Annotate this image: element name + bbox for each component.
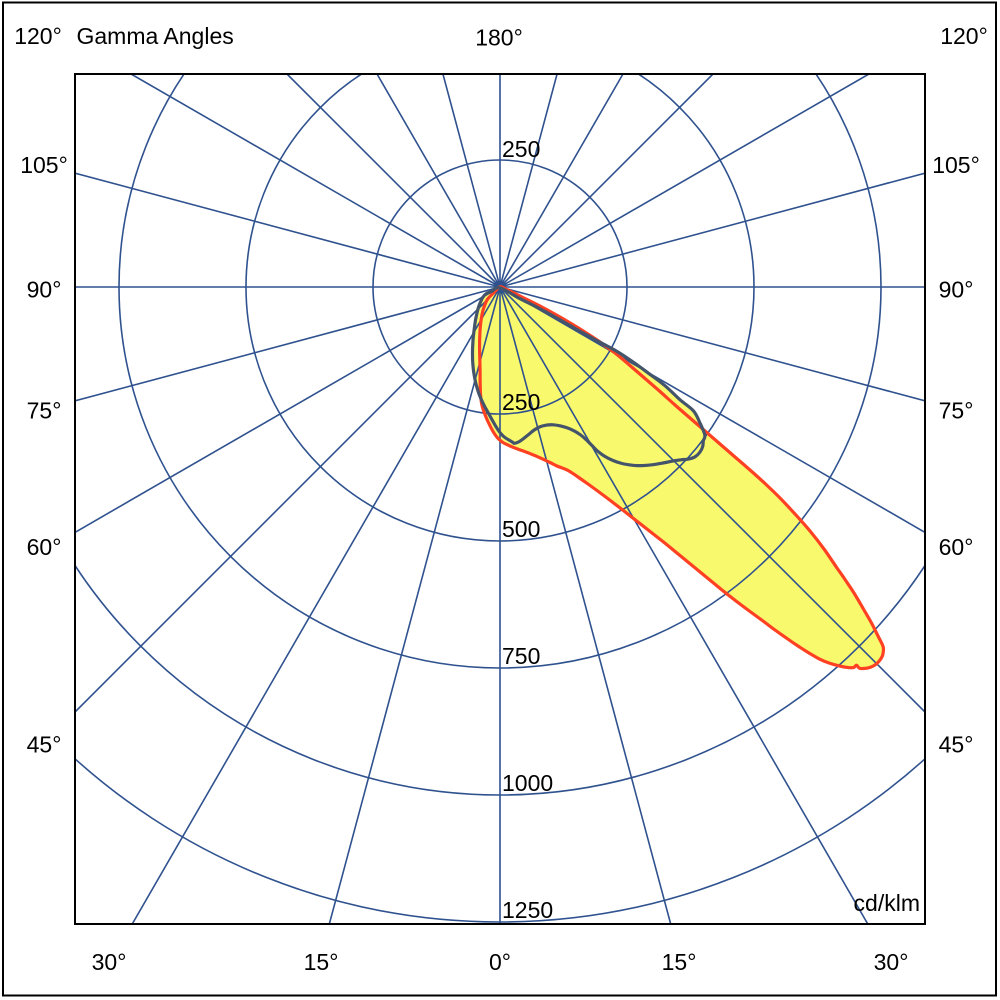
svg-text:250: 250 — [502, 389, 540, 415]
svg-text:75°: 75° — [939, 398, 974, 424]
svg-text:1000: 1000 — [502, 770, 553, 796]
svg-text:45°: 45° — [27, 732, 62, 758]
svg-text:105°: 105° — [932, 152, 980, 178]
svg-text:90°: 90° — [27, 277, 62, 303]
svg-text:15°: 15° — [662, 949, 697, 975]
svg-text:0°: 0° — [489, 949, 511, 975]
svg-text:250: 250 — [502, 136, 540, 162]
svg-text:105°: 105° — [20, 152, 68, 178]
svg-text:120°: 120° — [940, 23, 988, 49]
svg-text:30°: 30° — [874, 949, 909, 975]
svg-text:750: 750 — [502, 643, 540, 669]
svg-text:500: 500 — [502, 516, 540, 542]
svg-text:Gamma Angles: Gamma Angles — [77, 23, 234, 49]
svg-text:75°: 75° — [27, 398, 62, 424]
svg-text:cd/klm: cd/klm — [854, 890, 920, 916]
svg-text:180°: 180° — [475, 25, 523, 51]
svg-text:15°: 15° — [304, 949, 339, 975]
svg-text:30°: 30° — [92, 949, 127, 975]
svg-text:90°: 90° — [939, 277, 974, 303]
svg-text:45°: 45° — [939, 732, 974, 758]
svg-text:1250: 1250 — [502, 897, 553, 923]
svg-text:60°: 60° — [27, 534, 62, 560]
svg-text:60°: 60° — [939, 534, 974, 560]
svg-text:120°: 120° — [14, 23, 62, 49]
